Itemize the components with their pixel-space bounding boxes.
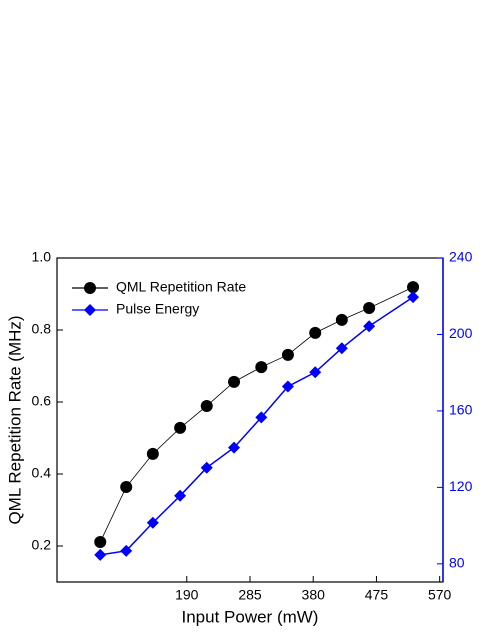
data-point — [281, 380, 294, 393]
x-tick-label: 285 — [238, 587, 262, 603]
data-point — [94, 548, 107, 561]
y-axis-title: QML Repetition Rate (MHz) — [5, 315, 24, 524]
y2-tick-label: 240 — [449, 249, 473, 265]
y2-tick-label: 200 — [449, 325, 473, 341]
data-point — [200, 461, 213, 474]
y2-tick-label: 160 — [449, 402, 473, 418]
data-point — [407, 291, 420, 304]
data-point — [255, 361, 268, 374]
data-point — [120, 544, 133, 557]
legend-label: QML Repetition Rate — [116, 279, 246, 295]
data-point — [309, 326, 322, 339]
data-point — [228, 375, 241, 388]
data-point — [120, 480, 133, 493]
x-tick-label: 380 — [302, 587, 326, 603]
series-line — [100, 296, 414, 556]
x-axis-title: Input Power (mW) — [182, 607, 319, 626]
data-point — [363, 302, 376, 315]
plot-frame — [56, 257, 444, 583]
data-point — [146, 447, 159, 460]
y-tick-label: 0.4 — [32, 465, 52, 481]
data-point — [228, 441, 241, 454]
data-point — [335, 342, 348, 355]
data-point — [335, 313, 348, 326]
data-point — [281, 348, 294, 361]
y-tick-label: 0.2 — [32, 537, 52, 553]
data-point — [363, 320, 376, 333]
data-point — [200, 399, 213, 412]
y2-tick-label: 120 — [449, 478, 473, 494]
data-point — [255, 411, 268, 424]
data-point — [146, 516, 159, 529]
data-point — [174, 489, 187, 502]
x-tick-label: 475 — [365, 587, 389, 603]
x-tick-label: 570 — [428, 587, 452, 603]
legend-marker — [84, 304, 96, 316]
y-tick-label: 0.6 — [32, 393, 52, 409]
legend-marker — [84, 282, 96, 294]
data-point — [309, 366, 322, 379]
y-tick-label: 0.8 — [32, 321, 52, 337]
data-point — [174, 421, 187, 434]
data-point — [94, 536, 107, 549]
x-tick-label: 190 — [175, 587, 199, 603]
y-tick-label: 1.0 — [32, 249, 52, 265]
data-point — [407, 281, 420, 294]
legend-label: Pulse Energy — [116, 301, 199, 317]
y2-tick-label: 80 — [449, 555, 465, 571]
